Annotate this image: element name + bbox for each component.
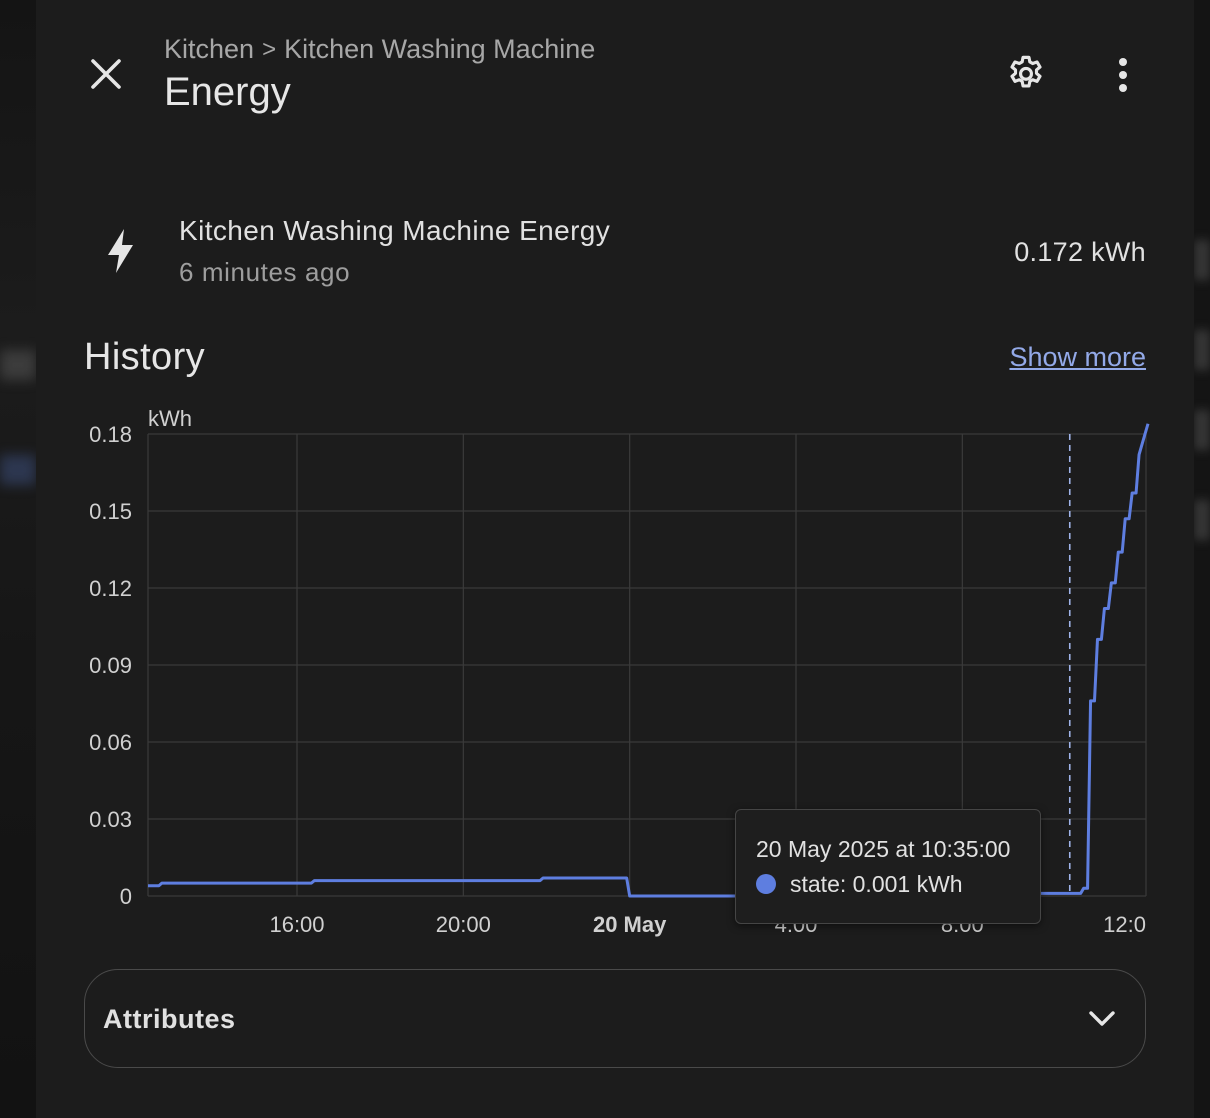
backdrop-right: [1194, 0, 1210, 1118]
y-axis-unit: kWh: [148, 406, 192, 431]
tooltip-state: state: 0.001 kWh: [790, 871, 963, 897]
entity-name: Kitchen Washing Machine Energy: [179, 215, 611, 246]
attributes-expander[interactable]: Attributes: [84, 969, 1146, 1068]
chart-tooltip: 20 May 2025 at 10:35:00 state: 0.001 kWh: [735, 809, 1041, 924]
y-tick-label: 0.09: [89, 653, 132, 678]
y-tick-label: 0.18: [89, 422, 132, 447]
entity-state-row: Kitchen Washing Machine Energy 6 minutes…: [84, 205, 1146, 295]
breadcrumb-separator-icon: >: [262, 35, 277, 63]
history-heading: History: [84, 336, 206, 378]
y-tick-label: 0.12: [89, 576, 132, 601]
y-tick-label: 0: [120, 884, 132, 909]
overflow-menu-button[interactable]: [1099, 50, 1147, 98]
x-tick-label: 20 May: [593, 912, 667, 937]
breadcrumb-device[interactable]: Kitchen Washing Machine: [284, 34, 596, 64]
x-tick-label: 12:0: [1103, 912, 1146, 937]
tooltip-time: 20 May 2025 at 10:35:00: [756, 836, 1011, 862]
more-info-dialog: Kitchen > Kitchen Washing Machine Energy…: [36, 0, 1194, 1118]
y-tick-label: 0.03: [89, 807, 132, 832]
show-more-link[interactable]: Show more: [1009, 342, 1146, 372]
y-tick-label: 0.15: [89, 499, 132, 524]
x-tick-label: 20:00: [436, 912, 491, 937]
settings-button[interactable]: [1002, 50, 1050, 98]
entity-state-value: 0.172 kWh: [1014, 237, 1146, 267]
breadcrumb: Kitchen > Kitchen Washing Machine: [164, 34, 595, 65]
backdrop-left: [0, 0, 36, 1118]
dialog-title: Energy: [164, 70, 291, 114]
breadcrumb-area[interactable]: Kitchen: [164, 34, 255, 64]
series-line: [148, 423, 1150, 898]
lightning-bolt-icon: [108, 229, 133, 273]
y-tick-label: 0.06: [89, 730, 132, 755]
x-tick-label: 16:00: [269, 912, 324, 937]
entity-last-changed: 6 minutes ago: [179, 257, 351, 287]
close-icon: [91, 59, 121, 89]
attributes-label: Attributes: [103, 1004, 236, 1034]
gear-icon: [1010, 55, 1042, 88]
more-vertical-icon: [1119, 58, 1127, 92]
chevron-down-icon: [1089, 1011, 1115, 1026]
close-button[interactable]: [82, 50, 130, 98]
tooltip-series-dot: [756, 874, 776, 894]
